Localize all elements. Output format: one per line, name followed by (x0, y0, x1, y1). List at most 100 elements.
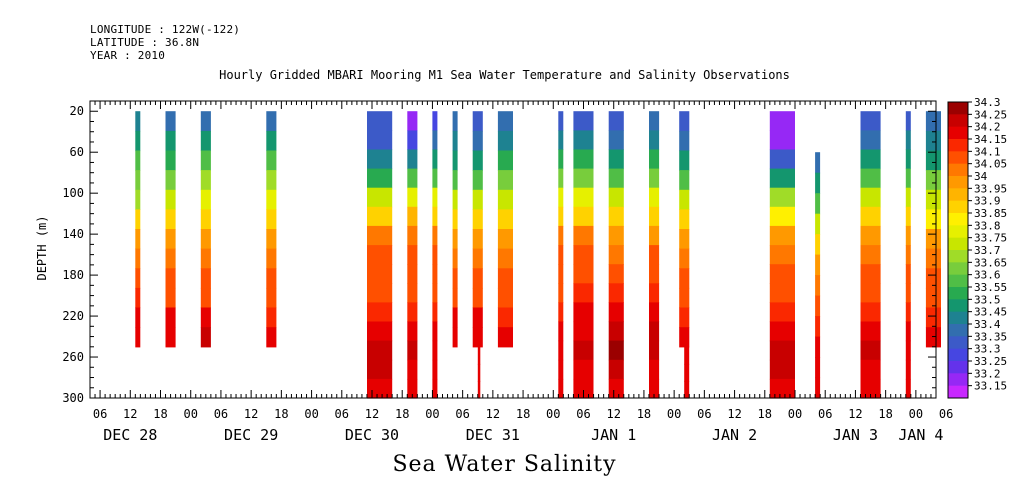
data-cell (472, 111, 483, 132)
colorbar-swatch (948, 139, 968, 152)
data-cell (815, 234, 821, 256)
data-cell (905, 283, 911, 303)
x-tick-label: 00 (667, 407, 681, 421)
data-cell (905, 149, 911, 170)
data-cell (200, 209, 211, 230)
data-cell (905, 264, 911, 284)
colorbar-swatch (948, 373, 968, 387)
data-cell (558, 340, 564, 361)
data-cell (573, 149, 594, 170)
data-cell (573, 225, 594, 246)
data-cell (679, 287, 690, 309)
data-cell (608, 283, 624, 303)
data-cell (558, 302, 564, 323)
data-cell (497, 268, 513, 289)
x-tick-label: 18 (758, 407, 772, 421)
data-cell (860, 168, 881, 189)
data-cell (769, 378, 795, 399)
data-cell (452, 170, 458, 191)
data-cell (769, 206, 795, 227)
data-cell (165, 150, 176, 171)
data-cell (558, 149, 564, 170)
colorbar-swatch (948, 237, 968, 251)
x-tick-label: 18 (637, 407, 651, 421)
y-tick-label: 20 (70, 104, 84, 118)
data-cell (684, 363, 690, 382)
data-cell (860, 359, 881, 380)
data-cell (165, 111, 176, 132)
data-cell (925, 150, 941, 171)
data-cell (165, 327, 176, 348)
data-cell (769, 187, 795, 208)
data-cell (769, 302, 795, 323)
x-tick-label: 06 (455, 407, 469, 421)
data-cell (432, 168, 438, 189)
colorbar-swatch (948, 225, 968, 239)
data-cell (367, 283, 393, 303)
data-cell (905, 302, 911, 323)
data-cell (200, 130, 211, 152)
data-cell (407, 340, 418, 361)
data-cell (472, 307, 483, 328)
data-cell (608, 187, 624, 208)
y-axis-label: DEPTH (m) (35, 215, 49, 280)
data-cell (407, 378, 418, 399)
data-cell (200, 111, 211, 132)
data-cell (558, 321, 564, 342)
x-tick-label: 00 (304, 407, 318, 421)
data-cell (407, 130, 418, 151)
data-cell (407, 187, 418, 208)
data-cell (608, 264, 624, 284)
data-cell (452, 229, 458, 250)
colorbar-label: 34.2 (974, 121, 1001, 134)
data-cell (367, 359, 393, 380)
data-cell (769, 340, 795, 361)
data-cell (925, 248, 941, 269)
data-cell (608, 359, 624, 380)
data-cell (135, 111, 141, 132)
data-cell (367, 187, 393, 208)
data-cell (769, 225, 795, 246)
colorbar-label: 33.7 (974, 244, 1001, 257)
data-cell (608, 111, 624, 131)
colorbar-label: 34.1 (974, 145, 1001, 158)
data-cell (407, 359, 418, 380)
data-cell (135, 307, 141, 328)
data-cell (472, 287, 483, 309)
x-tick-label: 00 (546, 407, 560, 421)
data-cell (905, 245, 911, 265)
x-day-label: DEC 31 (466, 426, 520, 444)
colorbar-label: 33.2 (974, 367, 1001, 380)
data-cell (477, 380, 481, 399)
x-day-label: JAN 3 (833, 426, 878, 444)
x-day-label: JAN 2 (712, 426, 757, 444)
data-cell (266, 130, 277, 152)
data-cell (266, 189, 277, 210)
x-day-label: JAN 1 (591, 426, 636, 444)
data-cell (679, 327, 690, 348)
data-cell (925, 229, 941, 250)
data-cell (200, 307, 211, 328)
data-cell (860, 206, 881, 227)
x-tick-label: 06 (93, 407, 107, 421)
data-cell (860, 225, 881, 246)
data-cell (367, 225, 393, 246)
data-cell (905, 168, 911, 189)
year-label: YEAR : 2010 (90, 49, 166, 62)
colorbar-label: 33.3 (974, 343, 1001, 356)
x-axis-label: Sea Water Salinity (392, 452, 617, 477)
data-cell (452, 150, 458, 171)
data-cell (905, 187, 911, 208)
colorbar-label: 33.8 (974, 219, 1001, 232)
data-cell (925, 189, 941, 210)
data-cell (407, 168, 418, 189)
data-cell (452, 287, 458, 309)
data-cell (679, 170, 690, 191)
data-cell (558, 283, 564, 303)
data-cell (608, 321, 624, 342)
y-tick-label: 260 (62, 350, 84, 364)
data-cell (497, 209, 513, 230)
colorbar-label: 33.65 (974, 256, 1007, 269)
data-cell (769, 321, 795, 342)
